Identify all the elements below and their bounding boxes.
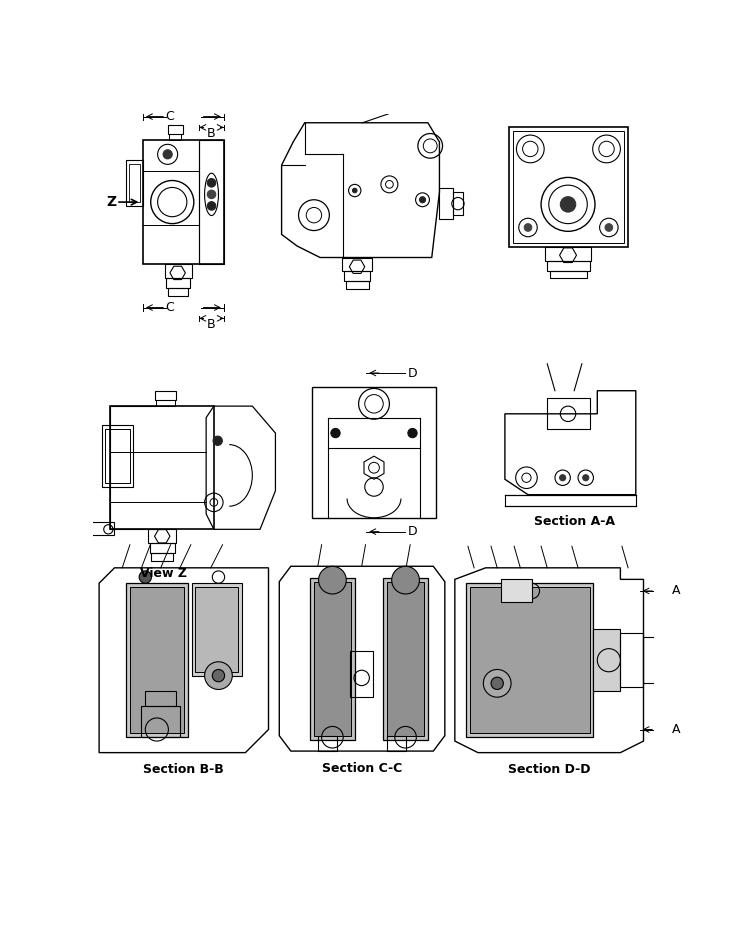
Bar <box>192 584 241 675</box>
Text: A: A <box>672 723 680 736</box>
Bar <box>550 271 588 278</box>
Bar <box>314 582 351 736</box>
Bar <box>152 553 173 561</box>
Bar <box>143 140 224 264</box>
Bar <box>102 426 133 487</box>
Circle shape <box>582 475 589 481</box>
Bar <box>168 125 183 134</box>
Bar <box>547 398 590 429</box>
Text: Section D-D: Section D-D <box>507 763 590 776</box>
Circle shape <box>213 436 222 446</box>
Circle shape <box>212 670 225 682</box>
Bar <box>129 164 140 202</box>
Text: D: D <box>408 366 418 379</box>
Circle shape <box>491 677 503 690</box>
Circle shape <box>163 149 172 159</box>
Text: B: B <box>207 127 216 140</box>
Circle shape <box>560 475 566 481</box>
Circle shape <box>391 567 419 594</box>
Bar <box>470 587 590 733</box>
Bar <box>313 387 436 517</box>
Bar <box>90 521 114 535</box>
Bar <box>387 736 406 751</box>
Text: Z: Z <box>107 195 117 209</box>
Bar <box>342 257 373 272</box>
Text: View Z: View Z <box>140 568 187 581</box>
Bar <box>105 429 130 483</box>
Circle shape <box>207 179 216 187</box>
Circle shape <box>331 429 340 438</box>
Bar <box>512 131 624 243</box>
Bar <box>168 289 188 296</box>
Circle shape <box>139 570 152 584</box>
Text: A: A <box>672 585 680 598</box>
Bar <box>346 281 369 289</box>
Bar <box>387 582 424 736</box>
Bar <box>593 629 620 691</box>
Bar <box>110 406 214 530</box>
Bar <box>126 584 187 737</box>
Bar <box>440 188 453 219</box>
Bar <box>150 543 174 553</box>
Bar <box>644 637 655 683</box>
Text: C: C <box>165 301 174 314</box>
Circle shape <box>319 567 346 594</box>
Bar <box>195 587 238 672</box>
Bar <box>344 272 370 281</box>
Bar <box>199 140 224 264</box>
Text: B: B <box>207 318 216 331</box>
Bar <box>145 691 176 707</box>
Circle shape <box>561 197 576 212</box>
Bar <box>467 584 593 737</box>
Bar <box>126 160 143 206</box>
Bar <box>141 707 180 737</box>
Bar <box>620 633 644 687</box>
Bar <box>155 391 176 400</box>
Bar <box>169 134 182 140</box>
Text: Section A-A: Section A-A <box>534 516 615 528</box>
Bar <box>383 578 428 740</box>
Bar <box>130 587 184 733</box>
Text: C: C <box>165 110 174 123</box>
Circle shape <box>205 662 233 690</box>
Bar <box>453 192 462 215</box>
Circle shape <box>207 190 216 199</box>
Text: Section B-B: Section B-B <box>144 763 225 776</box>
Bar <box>166 277 190 289</box>
Text: D: D <box>408 525 418 538</box>
Bar <box>547 260 590 271</box>
Circle shape <box>352 188 357 193</box>
Bar <box>165 264 192 277</box>
Text: Section C-C: Section C-C <box>321 762 402 775</box>
Circle shape <box>408 429 417 438</box>
Bar <box>310 578 355 740</box>
Bar <box>318 736 337 751</box>
Circle shape <box>419 197 426 202</box>
Bar <box>149 530 176 543</box>
Circle shape <box>524 223 532 232</box>
Circle shape <box>483 670 511 697</box>
Circle shape <box>207 201 216 210</box>
Circle shape <box>605 223 612 232</box>
Bar <box>509 128 628 247</box>
Bar <box>545 247 591 260</box>
Bar <box>156 400 174 406</box>
Bar <box>501 579 532 603</box>
Bar <box>350 651 373 697</box>
